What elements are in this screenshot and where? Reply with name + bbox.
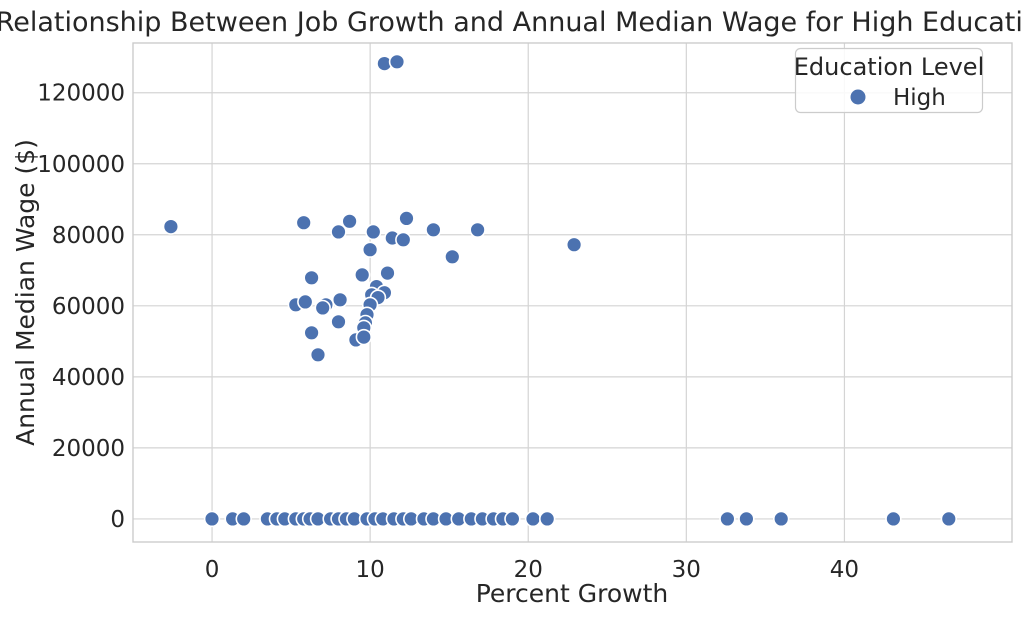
scatter-point [303, 324, 320, 341]
scatter-point [398, 210, 415, 227]
scatter-point [235, 510, 252, 528]
chart-title: Relationship Between Job Growth and Annu… [0, 7, 1024, 38]
scatter-point [885, 510, 902, 528]
scatter-point [354, 266, 371, 284]
scatter-point [303, 269, 320, 286]
scatter-point [330, 313, 347, 330]
scatter-point [295, 214, 312, 231]
scatter-point [379, 264, 396, 282]
scatter-point [538, 510, 556, 528]
x-tick-label: 0 [205, 557, 220, 583]
scatter-point [314, 299, 331, 317]
scatter-point [355, 328, 372, 346]
scatter-point [388, 53, 406, 70]
scatter-point [425, 221, 442, 239]
y-axis-label: Annual Median Wage ($) [11, 139, 40, 446]
x-tick-labels: 0 10 20 30 40 [205, 557, 859, 583]
scatter-point [504, 510, 521, 528]
scatter-point [162, 218, 180, 235]
scatter-point [444, 248, 461, 265]
plot-border [132, 42, 1013, 543]
y-tick-label: 60000 [52, 294, 125, 320]
y-tick-label: 0 [110, 507, 125, 533]
legend-title: Education Level [794, 53, 984, 81]
y-tick-label: 40000 [52, 365, 125, 391]
y-tick-label: 100000 [37, 152, 125, 178]
y-tick-label: 20000 [52, 436, 125, 462]
y-tick-label: 120000 [37, 81, 125, 107]
scatter-point [719, 510, 736, 528]
legend-marker-icon [850, 89, 866, 105]
scatter-point [341, 213, 358, 230]
scatter-point [361, 241, 379, 258]
scatter-point [738, 510, 755, 528]
scatter-point [524, 510, 542, 528]
x-tick-label: 30 [672, 557, 701, 583]
scatter-point [395, 231, 412, 249]
scatter-point [309, 346, 327, 363]
scatter-point [940, 510, 957, 528]
x-tick-label: 10 [355, 557, 384, 583]
scatter-point [365, 223, 382, 241]
x-tick-label: 20 [514, 557, 543, 583]
scatter-point [330, 223, 347, 241]
scatter-point [203, 510, 221, 528]
scatter-point [565, 236, 583, 253]
legend: Education Level High [794, 47, 984, 114]
legend-box [794, 47, 984, 114]
scatter-points-layer [162, 53, 957, 528]
x-tick-label: 40 [830, 557, 859, 583]
scatter-point [469, 221, 486, 239]
scatter-point [297, 293, 314, 311]
scatter-point [772, 510, 790, 528]
scatter-point [331, 291, 349, 308]
legend-entry-label: High [893, 85, 946, 111]
y-tick-labels: 0 20000 40000 60000 80000 100000 120000 [37, 81, 125, 533]
y-tick-label: 80000 [52, 223, 125, 249]
x-axis-label: Percent Growth [476, 579, 669, 608]
grid-layer [133, 43, 1012, 542]
